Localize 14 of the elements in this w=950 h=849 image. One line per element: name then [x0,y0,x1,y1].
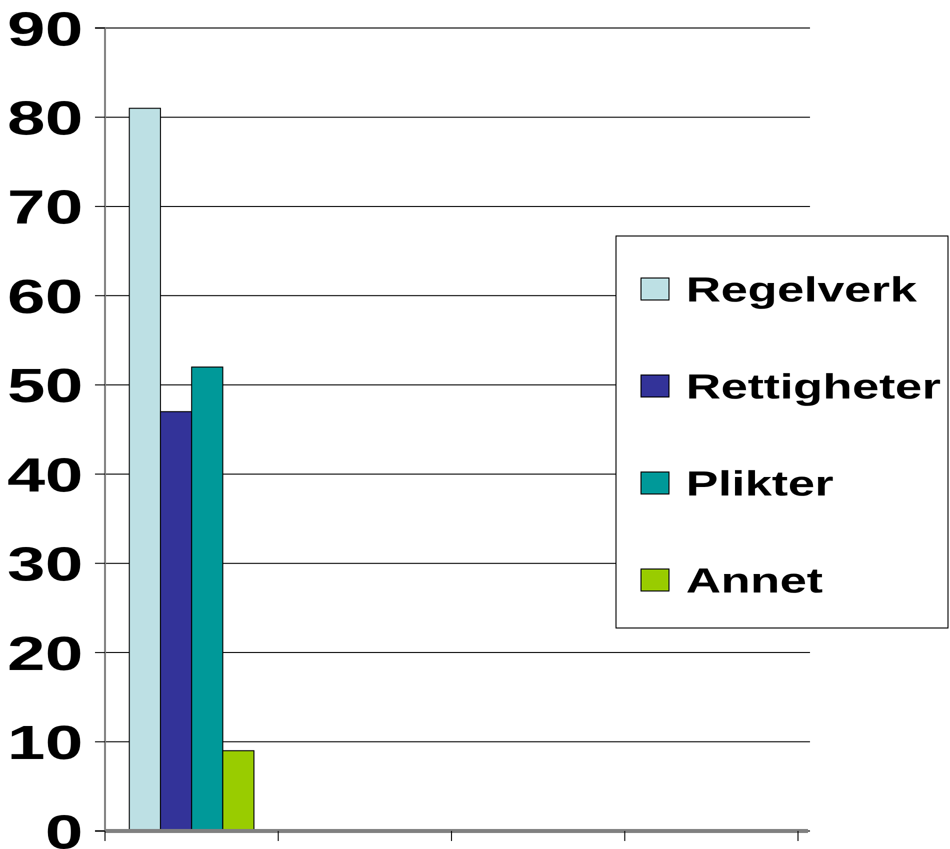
y-tick-label: 60 [7,270,83,324]
y-tick-label: 0 [45,806,83,849]
y-tick-label: 80 [7,92,83,146]
legend-label: Rettigheter [686,367,941,406]
y-tick-label: 20 [7,627,83,680]
y-tick-label: 50 [7,360,83,413]
legend-label: Annet [686,561,823,600]
legend-label: Regelverk [686,270,918,310]
y-tick-label: 30 [7,538,83,592]
y-tick-label: 40 [7,449,83,502]
y-tick-label: 70 [7,181,83,234]
y-tick-label: 90 [7,2,83,56]
legend-label: Plikter [686,464,834,504]
y-tick-label: 10 [7,716,83,770]
